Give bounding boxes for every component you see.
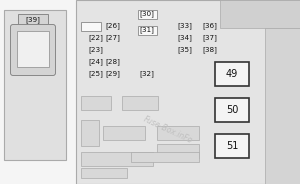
Bar xyxy=(76,0,300,184)
Bar xyxy=(157,126,199,140)
Bar xyxy=(17,31,49,67)
Bar xyxy=(4,10,66,160)
Bar xyxy=(131,152,199,162)
Text: [29]: [29] xyxy=(106,71,120,77)
Bar xyxy=(103,126,145,140)
Text: 51: 51 xyxy=(226,141,238,151)
Bar xyxy=(265,28,300,184)
Text: [32]: [32] xyxy=(140,71,154,77)
Bar xyxy=(215,134,249,158)
Text: [24]: [24] xyxy=(88,59,104,65)
Text: 50: 50 xyxy=(226,105,238,115)
Text: [39]: [39] xyxy=(26,16,40,23)
Text: [26]: [26] xyxy=(106,23,120,29)
Text: [27]: [27] xyxy=(106,35,120,41)
Bar xyxy=(122,96,158,110)
Bar xyxy=(157,144,199,158)
Text: [23]: [23] xyxy=(88,47,104,53)
Bar xyxy=(215,98,249,122)
Bar xyxy=(138,26,157,35)
Bar xyxy=(81,168,127,178)
Bar xyxy=(215,62,249,86)
Text: [38]: [38] xyxy=(202,47,217,53)
Text: [25]: [25] xyxy=(88,71,104,77)
Text: [22]: [22] xyxy=(88,35,104,41)
Text: [37]: [37] xyxy=(202,35,217,41)
Text: [35]: [35] xyxy=(178,47,192,53)
Text: [30]: [30] xyxy=(140,11,154,17)
Bar xyxy=(18,14,48,25)
Bar xyxy=(81,120,99,146)
Text: [28]: [28] xyxy=(106,59,120,65)
Text: [36]: [36] xyxy=(202,23,217,29)
Text: [34]: [34] xyxy=(178,35,192,41)
Bar xyxy=(138,10,157,19)
Text: [33]: [33] xyxy=(178,23,192,29)
Bar xyxy=(81,96,111,110)
Text: [31]: [31] xyxy=(140,27,154,33)
Bar xyxy=(220,0,300,28)
FancyBboxPatch shape xyxy=(11,24,56,75)
Text: Fuse-Box.inFo: Fuse-Box.inFo xyxy=(142,115,194,145)
Bar xyxy=(81,22,101,31)
Text: 49: 49 xyxy=(226,69,238,79)
Bar xyxy=(81,152,153,166)
